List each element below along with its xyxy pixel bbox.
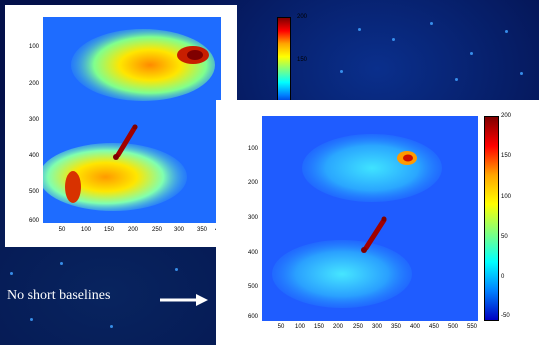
panel-1-image <box>43 17 221 223</box>
panel-1-colorbar <box>277 17 291 109</box>
star <box>60 262 63 265</box>
lower-hotspot <box>65 171 81 203</box>
upper-core <box>403 154 413 162</box>
star <box>30 318 33 321</box>
star <box>10 272 13 275</box>
colorbar-tick-label: -50 <box>501 313 510 319</box>
star <box>110 325 113 328</box>
x-tick-label: 100 <box>294 324 305 330</box>
x-tick-label: 300 <box>371 324 382 330</box>
star <box>175 268 178 271</box>
colorbar-tick-label: 200 <box>501 113 512 119</box>
lower-lobe <box>272 240 412 308</box>
x-tick-label: 200 <box>332 324 343 330</box>
star <box>358 28 361 31</box>
panel-2-image <box>262 116 478 321</box>
upper-lobe <box>302 134 442 202</box>
star <box>505 30 508 33</box>
star <box>520 72 523 75</box>
y-tick-label: 100 <box>247 146 258 152</box>
x-tick-label: 250 <box>151 227 162 233</box>
x-tick-label: 450 <box>428 324 439 330</box>
arrow-right-icon <box>160 294 208 306</box>
x-tick-label: 250 <box>352 324 363 330</box>
star <box>470 52 473 55</box>
y-tick-label: 300 <box>28 117 39 123</box>
star <box>455 78 458 81</box>
x-tick-label: 350 <box>196 227 207 233</box>
y-tick-label: 600 <box>28 218 39 224</box>
x-tick-label: 200 <box>127 227 138 233</box>
y-tick-label: 300 <box>247 215 258 221</box>
y-tick-label: 500 <box>247 284 258 290</box>
x-tick-label: 50 <box>58 227 66 233</box>
x-tick-label: 50 <box>277 324 285 330</box>
colorbar-tick-label: 50 <box>501 234 508 240</box>
upper-core <box>187 50 203 60</box>
annotation-label: No short baselines <box>7 288 111 303</box>
upper-lobe <box>71 29 215 101</box>
x-tick-label: 300 <box>173 227 184 233</box>
image-panel-1: 100 200 300 400 500 600 50 100 150 200 2… <box>5 5 307 247</box>
y-tick-label: 400 <box>247 250 258 256</box>
lower-lobe <box>43 143 187 211</box>
y-tick-label: 400 <box>28 153 39 159</box>
star <box>392 38 395 41</box>
star <box>430 22 433 25</box>
x-tick-label: 350 <box>390 324 401 330</box>
star <box>340 70 343 73</box>
panel-2-colorbar <box>484 116 499 321</box>
colorbar-tick-label: 100 <box>501 194 512 200</box>
x-tick-label: 400 <box>409 324 420 330</box>
x-tick-label: 150 <box>313 324 324 330</box>
y-tick-label: 500 <box>28 189 39 195</box>
x-tick-label: 500 <box>447 324 458 330</box>
x-tick-label: 100 <box>80 227 91 233</box>
colorbar-tick-label: 150 <box>501 153 512 159</box>
colorbar-tick-label: 200 <box>297 14 308 20</box>
colorbar-tick-label: 150 <box>297 57 308 63</box>
image-panel-2: 100 200 300 400 500 600 50 100 150 200 2… <box>216 100 539 345</box>
colorbar-tick-label: 0 <box>501 274 505 280</box>
y-tick-label: 100 <box>28 44 39 50</box>
y-tick-label: 600 <box>247 314 258 320</box>
x-tick-label: 150 <box>103 227 114 233</box>
y-tick-label: 200 <box>247 180 258 186</box>
x-tick-label: 550 <box>466 324 477 330</box>
jet <box>361 216 387 253</box>
y-tick-label: 200 <box>28 81 39 87</box>
jet <box>113 124 138 160</box>
